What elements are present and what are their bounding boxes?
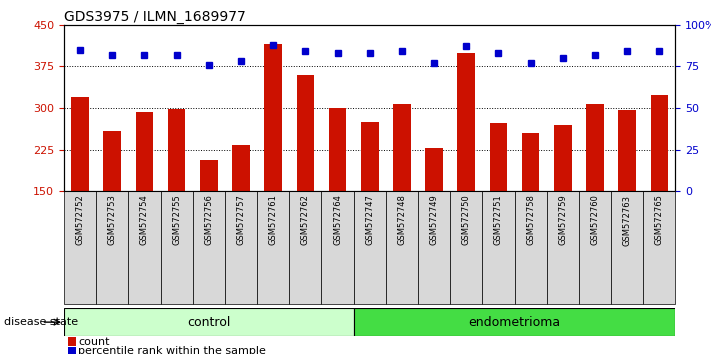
Text: GSM572762: GSM572762: [301, 195, 310, 245]
Text: GSM572750: GSM572750: [461, 195, 471, 245]
Text: GSM572747: GSM572747: [365, 195, 374, 245]
Bar: [96, 191, 129, 304]
Text: count: count: [78, 337, 109, 347]
Text: percentile rank within the sample: percentile rank within the sample: [78, 346, 266, 354]
Bar: [619, 110, 636, 191]
Bar: [393, 103, 411, 191]
Text: GDS3975 / ILMN_1689977: GDS3975 / ILMN_1689977: [64, 10, 246, 24]
Bar: [129, 191, 161, 304]
Bar: [64, 191, 96, 304]
Text: GSM572765: GSM572765: [655, 195, 664, 245]
Bar: [232, 145, 250, 191]
Bar: [353, 308, 675, 336]
Text: GSM572752: GSM572752: [75, 195, 85, 245]
Bar: [361, 122, 378, 191]
Bar: [168, 109, 186, 191]
Text: GSM572751: GSM572751: [494, 195, 503, 245]
Text: endometrioma: endometrioma: [469, 316, 560, 329]
Bar: [457, 52, 475, 191]
Bar: [264, 44, 282, 191]
Text: GSM572761: GSM572761: [269, 195, 278, 245]
Text: GSM572749: GSM572749: [429, 195, 439, 245]
Text: GSM572757: GSM572757: [237, 195, 245, 245]
Text: GSM572753: GSM572753: [108, 195, 117, 245]
Bar: [386, 191, 418, 304]
Text: GSM572756: GSM572756: [204, 195, 213, 245]
Bar: [289, 191, 321, 304]
Bar: [64, 308, 353, 336]
Bar: [71, 97, 89, 191]
Text: control: control: [187, 316, 230, 329]
Bar: [193, 191, 225, 304]
Bar: [321, 191, 353, 304]
Bar: [328, 108, 346, 191]
Bar: [482, 191, 515, 304]
Text: GSM572748: GSM572748: [397, 195, 407, 245]
Bar: [586, 103, 604, 191]
Bar: [425, 148, 443, 191]
Bar: [643, 191, 675, 304]
Bar: [161, 191, 193, 304]
Text: GSM572759: GSM572759: [558, 195, 567, 245]
Bar: [450, 191, 482, 304]
Text: GSM572755: GSM572755: [172, 195, 181, 245]
Text: GSM572763: GSM572763: [623, 195, 631, 246]
Bar: [651, 95, 668, 191]
Bar: [611, 191, 643, 304]
Text: disease state: disease state: [4, 317, 77, 327]
Text: GSM572758: GSM572758: [526, 195, 535, 245]
Bar: [103, 131, 121, 191]
Bar: [353, 191, 386, 304]
Text: GSM572760: GSM572760: [591, 195, 599, 245]
Bar: [296, 75, 314, 191]
Text: GSM572754: GSM572754: [140, 195, 149, 245]
Bar: [225, 191, 257, 304]
Bar: [515, 191, 547, 304]
Bar: [418, 191, 450, 304]
Bar: [579, 191, 611, 304]
Bar: [136, 112, 154, 191]
Bar: [257, 191, 289, 304]
Bar: [522, 133, 540, 191]
Bar: [200, 160, 218, 191]
Bar: [554, 125, 572, 191]
Bar: [490, 124, 507, 191]
Bar: [547, 191, 579, 304]
Text: GSM572764: GSM572764: [333, 195, 342, 245]
